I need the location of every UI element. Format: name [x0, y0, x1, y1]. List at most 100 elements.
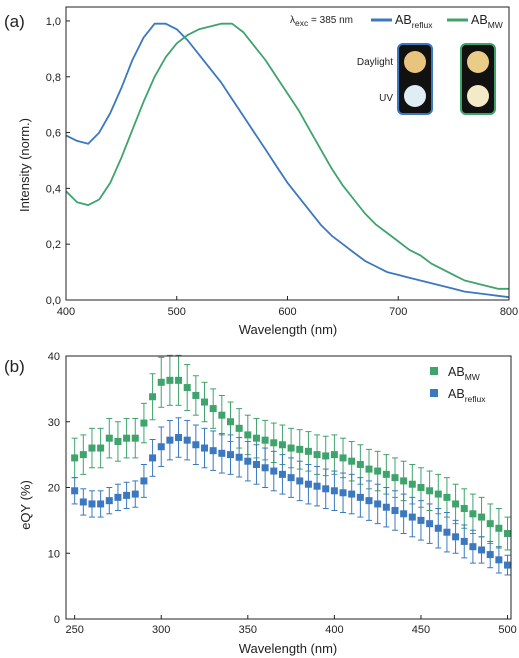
data-point-mw — [209, 405, 217, 413]
excitation-label: λexc = 385 nm — [290, 15, 353, 28]
x-tick-label: 450 — [412, 624, 430, 636]
data-point-mw — [495, 524, 503, 532]
data-point-reflux — [235, 453, 243, 461]
data-point-mw — [313, 451, 321, 459]
inset-row-label-uv: UV — [379, 93, 393, 104]
x-tick-label: 600 — [278, 306, 296, 318]
data-point-reflux — [270, 467, 278, 475]
data-point-mw — [157, 378, 165, 386]
data-point-mw — [149, 393, 157, 401]
data-point-reflux — [97, 500, 105, 508]
panel-b-x-axis-label: Wavelength (nm) — [239, 641, 338, 656]
data-point-reflux — [460, 537, 468, 545]
panel-b-label: (b) — [4, 357, 25, 376]
data-point-reflux — [504, 561, 512, 569]
data-point-reflux — [434, 524, 442, 532]
panel-a-plot-frame — [65, 6, 510, 301]
panel-b-y-ticks: 0 10 20 30 40 — [48, 351, 70, 626]
y-tick-label: 30 — [48, 417, 60, 429]
data-point-mw — [261, 436, 269, 444]
y-tick-label: 20 — [48, 483, 60, 495]
data-point-reflux — [157, 443, 165, 451]
data-point-mw — [166, 376, 174, 384]
data-point-reflux — [287, 474, 295, 482]
sample-photo-reflux-daylight — [404, 51, 426, 73]
data-point-reflux — [149, 454, 157, 462]
data-point-mw — [192, 391, 200, 399]
series-line-mw — [65, 22, 509, 290]
sample-photo-reflux-uv — [404, 85, 426, 107]
data-point-mw — [486, 520, 494, 528]
data-point-reflux — [417, 516, 425, 524]
x-tick-label: 400 — [57, 306, 75, 318]
data-point-reflux — [252, 460, 260, 468]
data-point-mw — [226, 418, 234, 426]
data-point-mw — [460, 505, 468, 513]
x-tick-label: 500 — [168, 306, 186, 318]
panel-b-x-ticks: 250 300 350 400 450 500 — [65, 615, 517, 636]
x-tick-label: 400 — [325, 624, 343, 636]
data-point-reflux — [114, 493, 122, 501]
y-tick-label: 0 — [54, 614, 60, 626]
panel-a-y-ticks: 0,0 0,2 0,4 0,6 0,8 1,0 — [46, 16, 70, 307]
series-line-reflux — [65, 22, 510, 299]
data-point-reflux — [356, 493, 364, 501]
data-point-reflux — [313, 482, 321, 490]
panel-b: (b) eQY (%) Wavelength (nm) 250 300 350 400… — [4, 351, 517, 656]
data-point-mw — [88, 444, 96, 452]
data-point-mw — [218, 411, 226, 419]
y-tick-label: 40 — [48, 351, 60, 363]
panel-a-label: (a) — [4, 12, 25, 31]
x-tick-label: 250 — [65, 624, 83, 636]
data-point-mw — [469, 510, 477, 518]
panel-b-y-axis-label: eQY (%) — [18, 480, 33, 530]
data-point-mw — [348, 457, 356, 465]
data-point-reflux — [443, 528, 451, 536]
y-tick-label: 0,4 — [46, 183, 61, 195]
legend-label-b-reflux: ABreflux — [448, 387, 486, 404]
data-point-reflux — [140, 477, 148, 485]
data-point-reflux — [469, 543, 477, 551]
data-point-reflux — [478, 546, 486, 554]
panel-a-legend: ABreflux ABMW — [371, 13, 503, 30]
data-point-reflux — [278, 470, 286, 478]
data-point-reflux — [209, 447, 217, 455]
data-point-reflux — [348, 490, 356, 498]
data-point-reflux — [244, 457, 252, 465]
x-tick-label: 300 — [152, 624, 170, 636]
sample-photo-mw-uv — [467, 85, 489, 107]
data-point-mw — [114, 437, 122, 445]
x-tick-label: 500 — [498, 624, 516, 636]
data-point-mw — [201, 398, 209, 406]
data-point-mw — [131, 434, 139, 442]
data-point-reflux — [166, 436, 174, 444]
data-point-reflux — [391, 507, 399, 515]
data-point-mw — [391, 474, 399, 482]
legend-marker-reflux — [430, 389, 438, 397]
data-point-mw — [339, 454, 347, 462]
data-point-mw — [278, 441, 286, 449]
data-point-mw — [365, 465, 373, 473]
panel-a-y-axis-label: Intensity (norm.) — [17, 118, 32, 212]
data-point-reflux — [486, 551, 494, 559]
legend-label-reflux: ABreflux — [395, 13, 433, 30]
data-point-mw — [71, 454, 79, 462]
data-point-mw — [443, 493, 451, 501]
data-point-mw — [504, 530, 512, 538]
y-tick-label: 0,8 — [46, 72, 61, 84]
photo-inset: Daylight UV — [357, 43, 496, 115]
data-point-reflux — [374, 500, 382, 508]
data-point-reflux — [382, 503, 390, 511]
data-point-reflux — [322, 485, 330, 493]
data-point-reflux — [192, 441, 200, 449]
data-point-reflux — [339, 489, 347, 497]
data-point-reflux — [105, 497, 113, 505]
data-point-mw — [417, 484, 425, 491]
data-point-mw — [140, 419, 148, 427]
data-point-mw — [426, 487, 434, 495]
panel-b-plot-frame — [65, 355, 512, 620]
data-point-reflux — [296, 477, 304, 485]
data-point-reflux — [304, 480, 312, 488]
data-point-reflux — [183, 436, 191, 444]
